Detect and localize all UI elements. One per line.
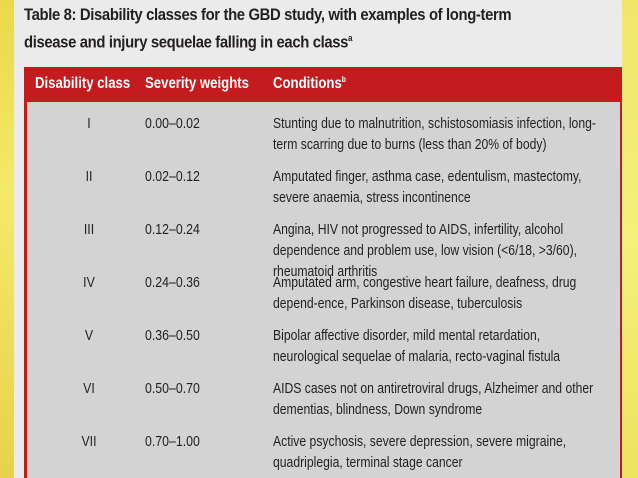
header-conditions-text: Conditions [273, 75, 342, 93]
cell-conditions: Stunting due to malnutrition, schistosom… [273, 116, 596, 153]
cell-conditions: Amputated finger, asthma case, edentulis… [273, 169, 582, 206]
slide-panel: Table 8: Disability classes for the GBD … [14, 0, 622, 478]
table-title: Table 8: Disability classes for the GBD … [24, 4, 546, 55]
cell-class: VII [81, 434, 97, 450]
table-row: VI 0.50–0.70 AIDS cases not on antiretro… [27, 375, 620, 427]
header-conditions: Conditionsb [273, 75, 346, 93]
cell-class: II [85, 169, 93, 185]
cell-class: III [83, 222, 95, 238]
cell-class: V [84, 328, 94, 344]
table-header: Disability class Severity weights Condit… [27, 67, 620, 102]
cell-conditions: Active psychosis, severe depression, sev… [273, 434, 567, 471]
cell-weights: 0.70–1.00 [145, 434, 200, 450]
table-row: IV 0.24–0.36 Amputated arm, congestive h… [27, 269, 620, 321]
cell-weights: 0.02–0.12 [145, 169, 200, 185]
cell-conditions: Angina, HIV not progressed to AIDS, infe… [273, 222, 578, 280]
cell-class: VI [83, 381, 95, 397]
disability-table: Disability class Severity weights Condit… [24, 67, 622, 478]
table-row: V 0.36–0.50 Bipolar affective disorder, … [27, 322, 620, 374]
table-row: II 0.02–0.12 Amputated finger, asthma ca… [27, 163, 620, 215]
cell-weights: 0.50–0.70 [145, 381, 200, 397]
background-right-strip [622, 0, 638, 478]
cell-weights: 0.36–0.50 [145, 328, 200, 344]
cell-conditions: Amputated arm, congestive heart failure,… [273, 275, 577, 312]
header-severity-weights: Severity weights [145, 75, 249, 92]
table-row: I 0.00–0.02 Stunting due to malnutrition… [27, 110, 620, 162]
title-footnote-marker: a [348, 33, 353, 43]
cell-weights: 0.00–0.02 [145, 116, 200, 132]
cell-weights: 0.12–0.24 [145, 222, 200, 238]
table-row: VII 0.70–1.00 Active psychosis, severe d… [27, 428, 620, 478]
cell-weights: 0.24–0.36 [145, 275, 200, 291]
table-title-text: Table 8: Disability classes for the GBD … [24, 6, 512, 52]
header-conditions-footnote: b [341, 75, 346, 84]
cell-conditions: Bipolar affective disorder, mild mental … [273, 328, 561, 365]
header-disability-class: Disability class [35, 75, 131, 92]
cell-class: IV [83, 275, 95, 291]
cell-conditions: AIDS cases not on antiretroviral drugs, … [273, 381, 594, 418]
cell-class: I [87, 116, 91, 132]
table-row: III 0.12–0.24 Angina, HIV not progressed… [27, 216, 620, 280]
background-left-strip [0, 0, 14, 478]
